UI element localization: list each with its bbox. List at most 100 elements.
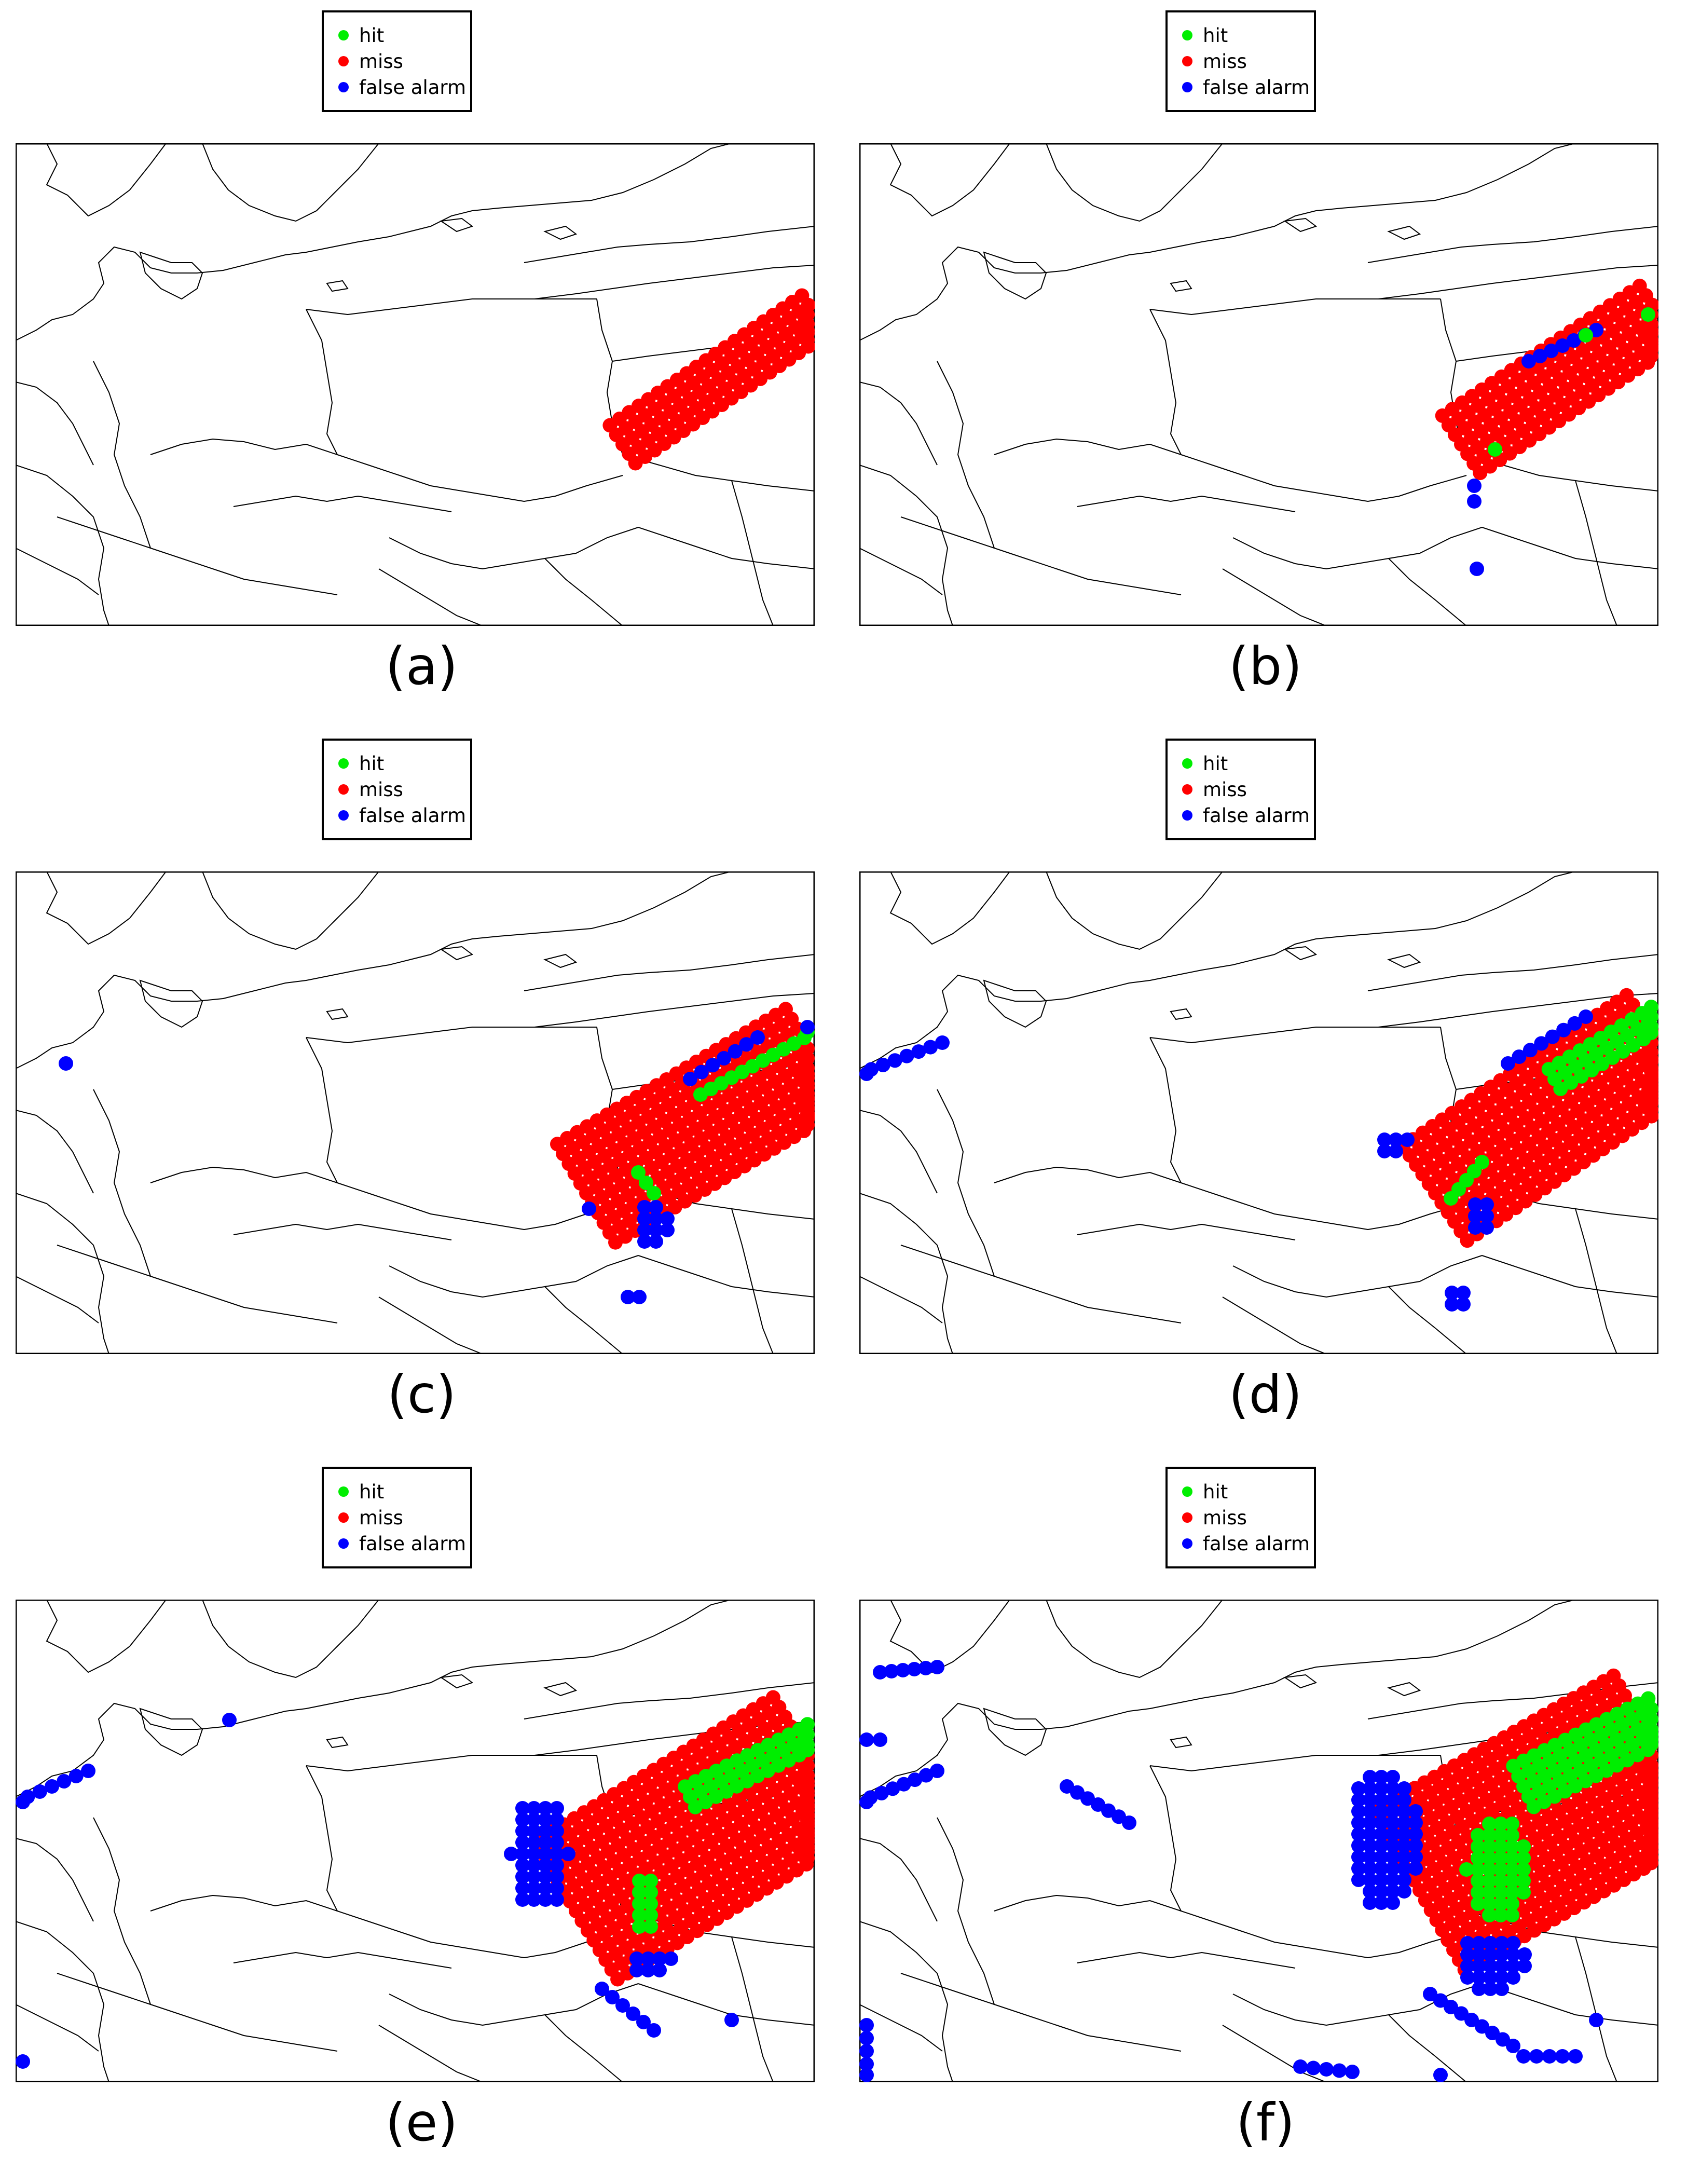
country-border (543, 953, 578, 968)
legend-swatch (1182, 30, 1192, 40)
false-alarm-marker (1479, 1209, 1494, 1223)
false-alarm-marker (885, 1781, 900, 1796)
legend-item-hit: hit (1182, 751, 1228, 776)
false-alarm-marker (637, 1234, 652, 1249)
false-alarm-marker (1517, 1959, 1532, 1973)
false-alarm-marker (1589, 2013, 1603, 2027)
country-border (1482, 527, 1658, 569)
false-alarm-marker (739, 1037, 754, 1052)
country-border (1222, 1296, 1327, 1354)
country-border (440, 1674, 474, 1689)
false-alarm-marker (1516, 2049, 1531, 2064)
false-alarm-marker (1363, 1770, 1377, 1784)
country-border (306, 309, 338, 455)
false-alarm-marker (1534, 1036, 1549, 1051)
false-alarm-marker (863, 1790, 878, 1805)
false-alarm-marker (1363, 1816, 1377, 1830)
country-border (326, 1736, 349, 1749)
false-alarm-marker (1397, 1861, 1411, 1876)
legend-label: hit (359, 752, 385, 775)
legend-label: false alarm (1203, 76, 1310, 99)
false-alarm-marker (527, 1824, 541, 1838)
country-border (399, 1203, 623, 1231)
false-alarm-marker (637, 1211, 652, 1226)
false-alarm-marker (629, 1951, 644, 1966)
false-alarm-marker (873, 1665, 887, 1680)
false-alarm-marker (550, 1812, 564, 1827)
false-alarm-marker (1397, 1781, 1411, 1796)
false-alarm-marker (1374, 1884, 1389, 1899)
country-border (1243, 475, 1467, 502)
country-border (389, 527, 639, 570)
hit-marker (1493, 1851, 1508, 1865)
hit-marker (1482, 1851, 1497, 1865)
country-border (524, 954, 815, 991)
country-border (622, 454, 815, 492)
panel-caption: (e) (385, 2092, 458, 2153)
false-alarm-marker (515, 1812, 530, 1827)
hit-marker (1505, 1896, 1519, 1911)
false-alarm-marker (550, 1881, 564, 1895)
country-border (1149, 1755, 1441, 1772)
country-border (16, 1600, 732, 1797)
false-alarm-marker (1386, 1804, 1400, 1819)
legend-item-false-alarm: false alarm (338, 1531, 466, 1556)
false-alarm-marker (527, 1881, 541, 1895)
false-alarm-marker (660, 1223, 675, 1237)
false-alarm-marker (1351, 1838, 1366, 1853)
false-alarm-marker (538, 1892, 553, 1907)
legend: hit miss false alarm (322, 1467, 472, 1568)
hit-marker (643, 1885, 658, 1900)
false-alarm-marker (1374, 1770, 1389, 1784)
false-alarm-marker (1386, 1850, 1400, 1864)
false-alarm-marker (1496, 2032, 1510, 2047)
false-alarm-marker (1545, 1029, 1560, 1044)
false-alarm-marker (1454, 2006, 1469, 2021)
false-alarm-marker (652, 1963, 667, 1977)
false-alarm-marker (683, 1072, 697, 1086)
country-border (326, 280, 349, 292)
legend-label: hit (1203, 1480, 1228, 1503)
country-border (638, 1983, 815, 2026)
false-alarm-marker (1345, 2065, 1360, 2079)
false-alarm-marker (515, 1881, 530, 1895)
false-alarm-marker (515, 1835, 530, 1850)
false-alarm-marker (1397, 1873, 1411, 1887)
hit-marker (1505, 1851, 1519, 1865)
false-alarm-marker (632, 1290, 647, 1304)
false-alarm-marker (1386, 1793, 1400, 1807)
false-alarm-marker (1512, 1049, 1527, 1064)
legend: hit miss false alarm (1165, 10, 1316, 112)
false-alarm-marker (1386, 1895, 1400, 1910)
country-border (731, 1936, 774, 2082)
country-border (139, 251, 203, 300)
false-alarm-marker (45, 1779, 59, 1794)
country-border (994, 1166, 1244, 1204)
country-border (859, 871, 1576, 1069)
country-border (440, 217, 474, 233)
country-border (1222, 2025, 1327, 2082)
false-alarm-marker (750, 1030, 765, 1045)
false-alarm-marker (717, 1051, 731, 1066)
false-alarm-marker (1319, 2062, 1334, 2077)
false-alarm-marker (1408, 1838, 1423, 1853)
country-border (16, 1921, 109, 2082)
false-alarm-marker (1506, 1959, 1520, 1973)
country-border (306, 298, 597, 316)
false-alarm-marker (1472, 1982, 1486, 1996)
false-alarm-marker (874, 1785, 889, 1800)
country-border (378, 2025, 483, 2082)
legend-swatch (1182, 784, 1192, 795)
country-border (544, 1286, 623, 1354)
false-alarm-marker (636, 2015, 651, 2029)
false-alarm-marker (1351, 1850, 1366, 1864)
false-alarm-marker (649, 1200, 663, 1214)
hit-marker (1471, 1851, 1485, 1865)
false-alarm-marker (629, 1963, 644, 1977)
false-alarm-marker (724, 2013, 739, 2027)
country-border (731, 1208, 774, 1354)
false-alarm-marker (1397, 1804, 1411, 1819)
false-alarm-marker (705, 1058, 720, 1073)
country-border (399, 1931, 623, 1959)
false-alarm-marker (1386, 1873, 1400, 1887)
